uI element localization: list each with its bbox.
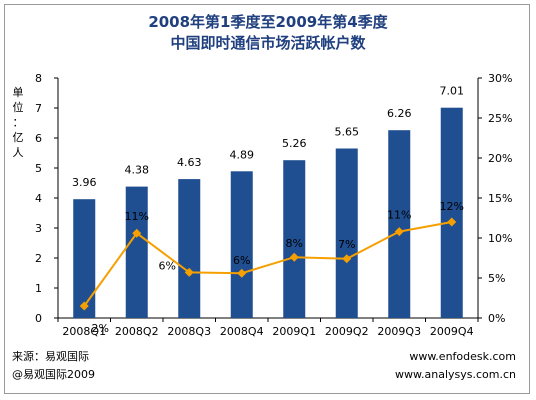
left-tick-label: 7: [35, 102, 42, 115]
growth-rate-line: [83, 221, 452, 307]
growth-value-label: 2%: [92, 322, 109, 335]
bar: [178, 179, 201, 318]
left-tick-label: 5: [35, 162, 42, 175]
growth-marker: [342, 254, 352, 264]
growth-marker: [394, 227, 404, 237]
right-tick-label: 30%: [488, 72, 512, 85]
x-tick-label: 2008Q3: [167, 325, 211, 338]
left-tick-label: 3: [35, 222, 42, 235]
bar-value-label: 4.38: [125, 164, 150, 177]
bar-value-label: 4.89: [230, 148, 255, 161]
left-tick-label: 2: [35, 252, 42, 265]
x-tick-label: 2008Q2: [115, 325, 159, 338]
bar-value-label: 5.65: [335, 126, 360, 139]
growth-marker: [79, 301, 89, 311]
y-axis-label-char: 单: [13, 86, 24, 99]
growth-value-label: 12%: [440, 200, 464, 213]
growth-value-label: 8%: [286, 237, 303, 250]
left-tick-label: 6: [35, 132, 42, 145]
y-axis-label-char: 人: [13, 146, 24, 159]
growth-marker: [237, 268, 247, 278]
right-tick-label: 10%: [488, 232, 512, 245]
growth-value-label: 7%: [338, 238, 355, 251]
y-axis-label-char: 位: [13, 100, 24, 114]
x-tick-label: 2009Q4: [430, 325, 474, 338]
bar: [283, 160, 306, 318]
y-axis-label-char: 亿: [13, 131, 24, 144]
growth-marker: [132, 228, 142, 238]
right-tick-label: 15%: [488, 192, 512, 205]
copyright-text: @易观国际2009: [12, 368, 95, 381]
bar: [335, 148, 358, 318]
left-tick-label: 1: [35, 282, 42, 295]
bar-value-label: 6.26: [387, 107, 412, 120]
url-analysys: www.analysys.com.cn: [395, 368, 516, 381]
right-tick-label: 25%: [488, 112, 512, 125]
bar-value-label: 7.01: [440, 85, 465, 98]
url-enfodesk: www.enfodesk.com: [409, 350, 516, 363]
growth-value-label: 6%: [233, 254, 250, 267]
chart-title: 2008年第1季度至2009年第4季度 中国即时通信市场活跃帐户数: [0, 12, 536, 54]
left-tick-label: 0: [35, 312, 42, 325]
x-tick-label: 2009Q3: [377, 325, 421, 338]
growth-value-label: 6%: [159, 259, 176, 272]
x-tick-label: 2008Q4: [220, 325, 264, 338]
bar: [73, 199, 96, 318]
footer-source: 来源：易观国际 @易观国际2009: [12, 348, 95, 384]
chart-title-line1: 2008年第1季度至2009年第4季度: [148, 13, 388, 31]
chart-title-line2: 中国即时通信市场活跃帐户数: [170, 34, 366, 52]
x-tick-label: 2009Q2: [325, 325, 369, 338]
x-tick-label: 2008Q1: [62, 325, 106, 338]
bar: [125, 186, 148, 318]
growth-value-label: 11%: [125, 210, 149, 223]
bar-value-label: 4.63: [177, 156, 202, 169]
footer-urls: www.enfodesk.com www.analysys.com.cn: [395, 348, 516, 384]
bar: [440, 107, 463, 318]
bar: [230, 171, 253, 318]
right-tick-label: 5%: [488, 272, 505, 285]
bar-value-label: 5.26: [282, 137, 307, 150]
x-tick-label: 2009Q1: [272, 325, 316, 338]
right-tick-label: 20%: [488, 152, 512, 165]
growth-marker: [184, 267, 194, 277]
source-text: 来源：易观国际: [12, 350, 89, 363]
right-tick-label: 0%: [488, 312, 505, 325]
bar: [388, 130, 411, 318]
left-tick-label: 8: [35, 72, 42, 85]
y-axis-label-char: ：: [13, 116, 24, 129]
growth-value-label: 11%: [387, 209, 411, 222]
left-tick-label: 4: [35, 192, 42, 205]
growth-marker: [447, 217, 457, 227]
growth-marker: [289, 252, 299, 262]
bar-value-label: 3.96: [72, 176, 97, 189]
